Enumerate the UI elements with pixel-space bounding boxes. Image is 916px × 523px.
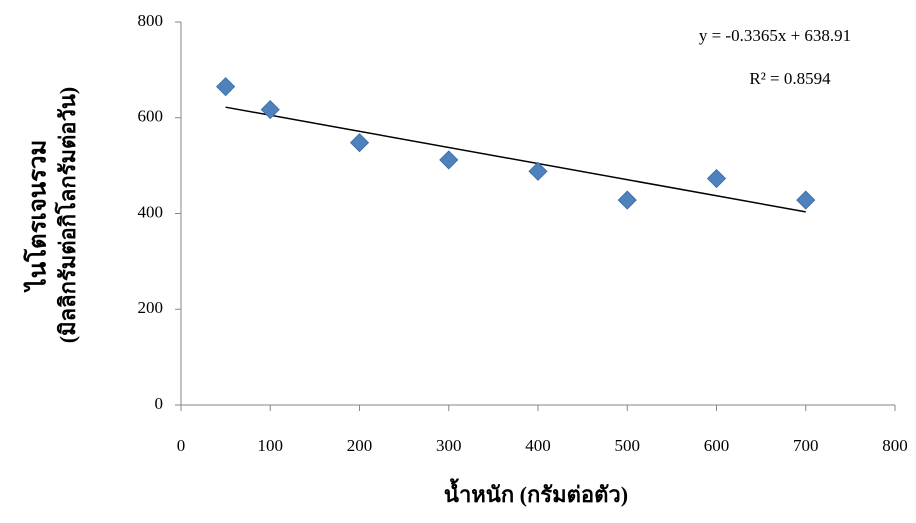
x-tick-label: 400 bbox=[525, 436, 551, 455]
x-tick-label: 0 bbox=[177, 436, 186, 455]
point bbox=[617, 190, 637, 210]
y-axis-title-line: ไนโตรเจนรวม bbox=[23, 140, 52, 294]
x-tick-label: 800 bbox=[882, 436, 908, 455]
y-tick-label: 0 bbox=[155, 394, 164, 413]
r-squared: R² = 0.8594 bbox=[749, 69, 831, 88]
y-tick-label: 800 bbox=[138, 11, 164, 30]
point bbox=[216, 77, 236, 97]
x-tick-label: 200 bbox=[347, 436, 373, 455]
point bbox=[349, 133, 370, 153]
x-tick-label: 600 bbox=[704, 436, 730, 455]
x-axis-title: น้ำหนัก (กรัมต่อตัว) bbox=[444, 478, 628, 507]
point bbox=[796, 190, 816, 210]
y-axis-title-line: (มิลลิกรัมต่อกิโลกรัมต่อวัน) bbox=[54, 87, 80, 343]
x-tick-label: 300 bbox=[436, 436, 462, 455]
equation: y = -0.3365x + 638.91 bbox=[699, 26, 851, 45]
x-tick-label: 100 bbox=[258, 436, 284, 455]
point bbox=[260, 100, 280, 120]
y-tick-label: 200 bbox=[138, 298, 164, 317]
point bbox=[439, 150, 459, 170]
y-axis-title: ไนโตรเจนรวม (มิลลิกรัมต่อกิโลกรัมต่อวัน) bbox=[23, 87, 81, 343]
point bbox=[706, 168, 727, 189]
x-tick-label: 700 bbox=[793, 436, 819, 455]
x-tick-label: 500 bbox=[615, 436, 641, 455]
point bbox=[528, 161, 548, 181]
y-tick-label: 600 bbox=[138, 107, 164, 126]
y-tick-label: 400 bbox=[138, 202, 164, 221]
trendline bbox=[225, 106, 806, 213]
